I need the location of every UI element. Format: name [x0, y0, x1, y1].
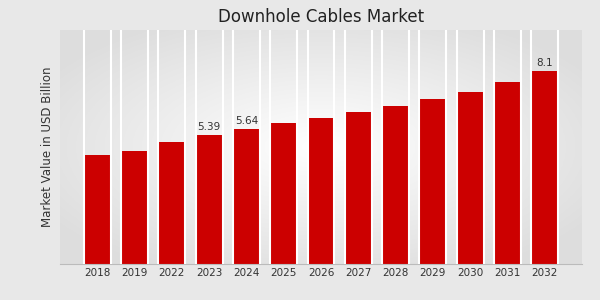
Bar — [345, 112, 372, 264]
Bar — [308, 118, 334, 264]
Bar — [196, 135, 223, 264]
Bar — [494, 82, 521, 264]
Bar — [84, 155, 110, 264]
Bar — [457, 92, 484, 264]
Text: 5.64: 5.64 — [235, 116, 258, 127]
Bar — [121, 151, 148, 264]
Y-axis label: Market Value in USD Billion: Market Value in USD Billion — [41, 67, 55, 227]
Bar — [270, 123, 297, 264]
Bar — [158, 142, 185, 264]
Bar — [532, 70, 558, 264]
Bar — [233, 129, 260, 264]
Bar — [419, 99, 446, 264]
Bar — [382, 106, 409, 264]
Text: 8.1: 8.1 — [536, 58, 553, 68]
Title: Downhole Cables Market: Downhole Cables Market — [218, 8, 424, 26]
Text: 5.39: 5.39 — [197, 122, 221, 132]
